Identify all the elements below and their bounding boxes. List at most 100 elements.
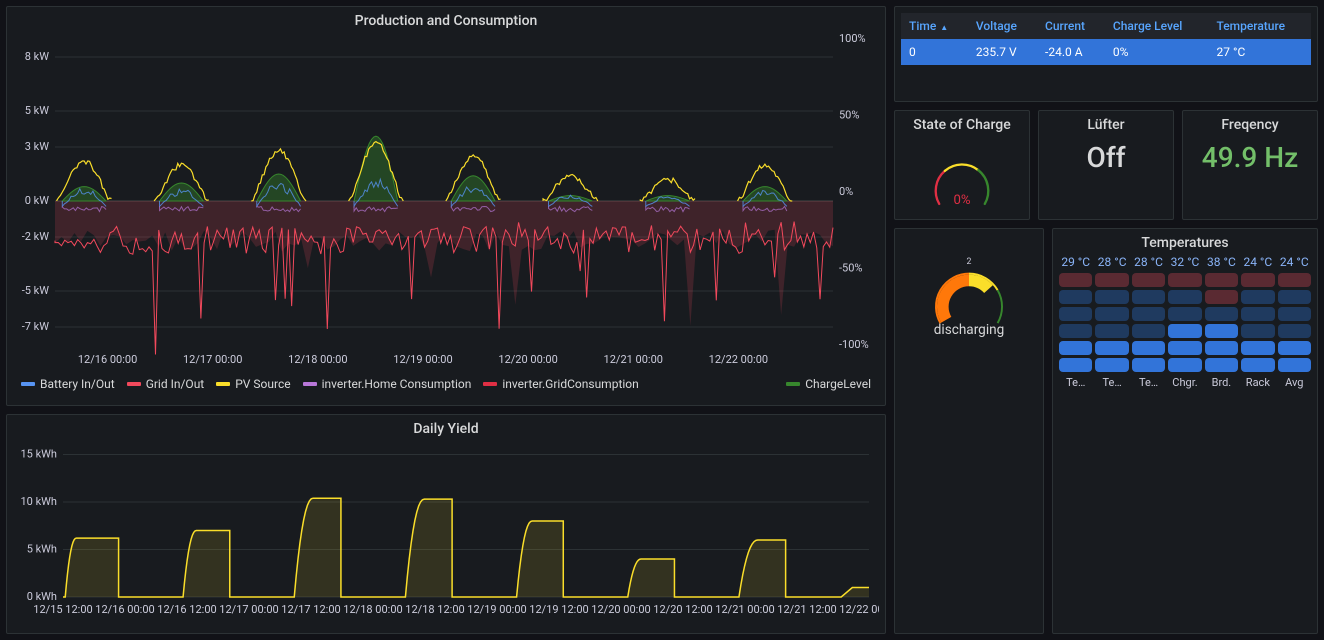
svg-text:12/18 12:00: 12/18 12:00 (405, 603, 464, 616)
temperatures-headers: 29 °C28 °C28 °C32 °C38 °C24 °C24 °C (1059, 255, 1311, 269)
temp-cell (1059, 358, 1092, 372)
svg-text:discharging: discharging (934, 322, 1005, 338)
temp-cell (1095, 307, 1128, 321)
temp-cell (1278, 341, 1311, 355)
temp-footer-label: Chgr. (1168, 376, 1201, 389)
svg-text:100%: 100% (839, 33, 866, 45)
svg-text:12/20 12:00: 12/20 12:00 (653, 603, 712, 616)
svg-text:12/18 00:00: 12/18 00:00 (343, 603, 402, 616)
legend-item[interactable]: Battery In/Out (21, 377, 115, 391)
temp-cell (1095, 341, 1128, 355)
temp-cell (1278, 290, 1311, 304)
temp-cell (1132, 273, 1165, 287)
temp-cell (1059, 290, 1092, 304)
temp-cell (1095, 324, 1128, 338)
table-header-charge-level[interactable]: Charge Level (1105, 13, 1209, 39)
production-consumption-chart[interactable]: 8 kW5 kW3 kW0 kW-2 kW-5 kW-7 kW100%50%0%… (13, 33, 879, 373)
panel-title: Freqency (1189, 117, 1311, 133)
temp-cell (1132, 307, 1165, 321)
temp-cell (1278, 273, 1311, 287)
discharge-gauge: 2 discharging (901, 235, 1037, 355)
temperatures-panel: Temperatures 29 °C28 °C28 °C32 °C38 °C24… (1052, 228, 1318, 634)
svg-text:15 kWh: 15 kWh (21, 448, 58, 461)
svg-text:0%: 0% (839, 185, 853, 198)
temp-cell (1205, 273, 1238, 287)
temp-cell (1095, 273, 1128, 287)
legend-item[interactable]: Grid In/Out (127, 377, 205, 391)
svg-text:12/21 00:00: 12/21 00:00 (715, 603, 774, 616)
temp-header: 28 °C (1095, 255, 1128, 269)
panel-title: State of Charge (901, 117, 1023, 133)
temp-footer-label: Te… (1132, 376, 1165, 389)
temp-cell (1168, 358, 1201, 372)
svg-text:12/17 12:00: 12/17 12:00 (281, 603, 340, 616)
temp-cell (1168, 341, 1201, 355)
temp-cell (1168, 273, 1201, 287)
svg-text:-7 kW: -7 kW (22, 320, 50, 333)
svg-text:50%: 50% (839, 109, 859, 122)
svg-text:8 kW: 8 kW (25, 50, 49, 63)
temp-header: 28 °C (1132, 255, 1165, 269)
temperatures-footers: Te…Te…Te…Chgr.Brd.RackAvg (1059, 376, 1311, 389)
svg-text:2: 2 (967, 257, 972, 267)
soc-panel: State of Charge 0% (894, 110, 1030, 220)
legend-item[interactable]: ChargeLevel (786, 377, 871, 391)
temp-cell (1132, 358, 1165, 372)
svg-text:-50%: -50% (839, 262, 862, 275)
svg-text:-5 kW: -5 kW (22, 284, 50, 297)
temp-cell (1059, 307, 1092, 321)
table-header-time[interactable]: Time (901, 13, 968, 39)
svg-text:12/16 00:00: 12/16 00:00 (78, 353, 137, 366)
temperatures-grid (1059, 273, 1311, 372)
production-consumption-panel: Production and Consumption 8 kW5 kW3 kW0… (6, 6, 886, 406)
temp-footer-label: Te… (1059, 376, 1092, 389)
svg-text:-2 kW: -2 kW (22, 230, 50, 243)
fan-value: Off (1045, 141, 1167, 174)
temp-cell (1241, 341, 1274, 355)
table-cell: 0 (901, 39, 968, 65)
panel-title: Temperatures (1059, 235, 1311, 251)
readings-table: TimeVoltageCurrentCharge LevelTemperatur… (901, 13, 1311, 65)
svg-text:12/17 00:00: 12/17 00:00 (219, 603, 278, 616)
panel-title: Production and Consumption (13, 13, 879, 29)
temp-cell (1205, 307, 1238, 321)
svg-text:3 kW: 3 kW (25, 140, 49, 153)
temp-header: 24 °C (1241, 255, 1274, 269)
table-cell: 235.7 V (968, 39, 1037, 65)
fan-panel: Lüfter Off (1038, 110, 1174, 220)
temp-header: 32 °C (1168, 255, 1201, 269)
temp-header: 24 °C (1278, 255, 1311, 269)
table-header-current[interactable]: Current (1037, 13, 1105, 39)
temp-cell (1059, 341, 1092, 355)
readings-table-panel: TimeVoltageCurrentCharge LevelTemperatur… (894, 6, 1318, 102)
temp-header: 38 °C (1205, 255, 1238, 269)
legend-item[interactable]: inverter.GridConsumption (483, 377, 638, 391)
svg-text:12/17 00:00: 12/17 00:00 (183, 353, 242, 366)
temp-cell (1278, 307, 1311, 321)
temp-cell (1059, 324, 1092, 338)
svg-text:12/18 00:00: 12/18 00:00 (288, 353, 347, 366)
daily-yield-panel: Daily Yield 15 kWh10 kWh5 kWh0 kWh12/15 … (6, 414, 886, 634)
svg-text:12/22 00:00: 12/22 00:00 (839, 603, 879, 616)
table-header-temperature[interactable]: Temperature (1209, 13, 1312, 39)
temp-cell (1205, 358, 1238, 372)
temp-header: 29 °C (1059, 255, 1092, 269)
temp-cell (1205, 290, 1238, 304)
temp-cell (1278, 324, 1311, 338)
table-header-voltage[interactable]: Voltage (968, 13, 1037, 39)
svg-text:0%: 0% (954, 193, 971, 207)
svg-text:12/19 12:00: 12/19 12:00 (529, 603, 588, 616)
svg-text:12/19 00:00: 12/19 00:00 (393, 353, 452, 366)
temp-cell (1205, 324, 1238, 338)
svg-text:12/16 00:00: 12/16 00:00 (95, 603, 154, 616)
legend-item[interactable]: PV Source (216, 377, 290, 391)
daily-yield-chart[interactable]: 15 kWh10 kWh5 kWh0 kWh12/15 12:0012/16 0… (13, 441, 879, 621)
temp-footer-label: Rack (1241, 376, 1274, 389)
discharge-panel: 2 discharging (894, 228, 1044, 634)
legend-item[interactable]: inverter.Home Consumption (303, 377, 472, 391)
svg-text:12/21 00:00: 12/21 00:00 (604, 353, 663, 366)
svg-text:0 kWh: 0 kWh (27, 590, 57, 603)
panel-title: Lüfter (1045, 117, 1167, 133)
temp-footer-label: Avg (1278, 376, 1311, 389)
temp-cell (1278, 358, 1311, 372)
